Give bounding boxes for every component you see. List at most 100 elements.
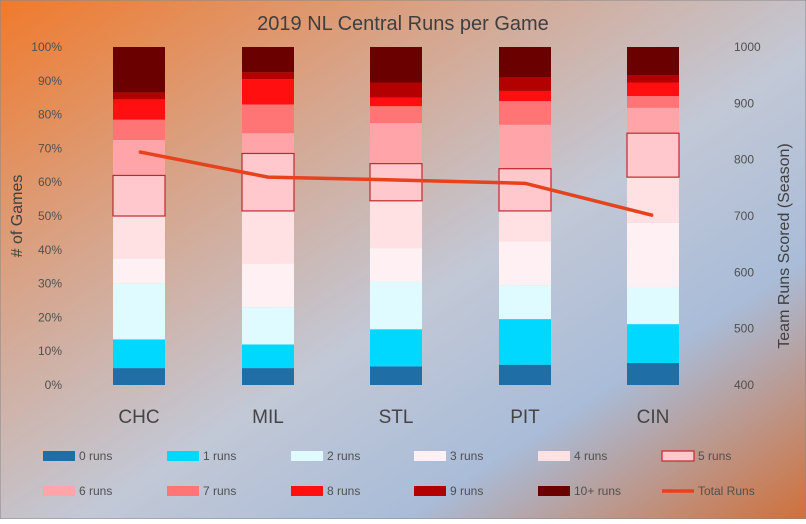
- legend-item: 2 runs: [291, 449, 360, 463]
- x-category-label: CIN: [637, 407, 670, 428]
- bar-segment: [242, 133, 294, 154]
- bar-segment-outline: [112, 174, 166, 217]
- y-tick-label: 30%: [38, 277, 62, 291]
- bar-segment: [627, 133, 679, 178]
- legend-label: 7 runs: [203, 484, 236, 498]
- bar-segment: [242, 307, 294, 345]
- legend-label: 6 runs: [79, 484, 112, 498]
- y-tick-label: 40%: [38, 243, 62, 257]
- bar-segment: [499, 168, 551, 211]
- bar-segment: [499, 285, 551, 320]
- y-tick-label: 0%: [45, 378, 63, 392]
- y2-axis-ticks: 400 500 600 700 800 900 1000: [734, 40, 761, 392]
- bar-segment: [499, 241, 551, 286]
- x-category-label: MIL: [252, 407, 284, 428]
- x-axis-categories: CHC MIL STL PIT CIN: [118, 407, 669, 428]
- bar-segment: [113, 339, 165, 369]
- bar-segment: [370, 200, 422, 249]
- chart-title: 2019 NL Central Runs per Game: [257, 13, 549, 35]
- bar-segment: [370, 97, 422, 107]
- y2-tick-label: 400: [734, 378, 754, 392]
- legend: 0 runs 1 runs 2 runs 3 runs 4 runs 5 runs 6 ru…: [43, 449, 755, 498]
- y-tick-label: 70%: [38, 141, 62, 155]
- y-tick-label: 100%: [31, 40, 62, 54]
- x-category-label: PIT: [510, 407, 540, 428]
- legend-label: 5 runs: [698, 449, 731, 463]
- total-runs-point: [652, 214, 654, 216]
- bar-segment: [499, 77, 551, 91]
- legend-label: 9 runs: [450, 484, 483, 498]
- legend-swatch: [291, 451, 323, 461]
- legend-label: 8 runs: [327, 484, 360, 498]
- y-tick-label: 60%: [38, 175, 62, 189]
- bar-segment: [499, 47, 551, 78]
- bar-segment: [627, 363, 679, 385]
- bar-segment: [499, 124, 551, 169]
- legend-item: Total Runs: [662, 484, 755, 498]
- bar-segment: [627, 222, 679, 287]
- legend-item: 4 runs: [538, 449, 607, 463]
- legend-item: 6 runs: [43, 484, 112, 498]
- bar-segment: [242, 72, 294, 80]
- legend-item: 9 runs: [414, 484, 483, 498]
- legend-swatch: [414, 451, 446, 461]
- total-runs-point: [395, 179, 397, 181]
- bar-segment-outline: [626, 132, 680, 178]
- bar-segment: [113, 139, 165, 176]
- y-tick-label: 90%: [38, 74, 62, 88]
- bar-segment: [113, 92, 165, 100]
- bar-segment: [242, 47, 294, 73]
- legend-label: Total Runs: [698, 484, 755, 498]
- y2-axis-label: Team Runs Scored (Season): [776, 143, 793, 348]
- bar-segment: [113, 283, 165, 340]
- bar-stack-stl: [370, 47, 422, 385]
- legend-item: 10+ runs: [538, 484, 621, 498]
- legend-item: 7 runs: [167, 484, 236, 498]
- y2-tick-label: 900: [734, 96, 754, 110]
- legend-label: 2 runs: [327, 449, 360, 463]
- y-tick-label: 20%: [38, 310, 62, 324]
- bar-segment: [499, 210, 551, 242]
- legend-swatch: [538, 451, 570, 461]
- bar-segment: [499, 101, 551, 125]
- y2-tick-label: 800: [734, 153, 754, 167]
- legend-swatch: [291, 486, 323, 496]
- y2-tick-label: 700: [734, 209, 754, 223]
- y2-tick-label: 1000: [734, 40, 761, 54]
- y-tick-label: 80%: [38, 108, 62, 122]
- bar-segment: [370, 248, 422, 282]
- y2-tick-label: 600: [734, 265, 754, 279]
- bar-segment-outline: [241, 152, 295, 212]
- bar-segment: [113, 368, 165, 385]
- bar-segment: [370, 163, 422, 201]
- bar-segment: [499, 364, 551, 385]
- y-tick-label: 10%: [38, 344, 62, 358]
- bar-segment: [370, 366, 422, 385]
- bar-segment: [627, 96, 679, 108]
- x-category-label: CHC: [118, 407, 159, 428]
- legend-swatch: [167, 451, 199, 461]
- bar-segment: [370, 281, 422, 330]
- bar-segment: [242, 210, 294, 264]
- legend-label: 3 runs: [450, 449, 483, 463]
- bar-segment: [370, 106, 422, 124]
- bar-stack-chc: [113, 47, 165, 385]
- bar-segment: [627, 286, 679, 325]
- bar-segment: [370, 82, 422, 98]
- x-category-label: STL: [379, 407, 414, 428]
- bar-segment: [370, 329, 422, 367]
- bar-segment: [113, 175, 165, 216]
- bar-segment: [370, 47, 422, 83]
- legend-label: 4 runs: [574, 449, 607, 463]
- total-runs-point: [267, 176, 269, 178]
- legend-item: 5 runs: [661, 449, 731, 463]
- bar-segment: [113, 216, 165, 259]
- total-runs-point: [524, 182, 526, 184]
- bar-stack-mil: [242, 47, 294, 385]
- bar-stack-cin: [627, 47, 679, 385]
- y-axis-label: # of Games: [9, 175, 26, 258]
- bar-segment: [627, 324, 679, 364]
- bar-segment: [113, 258, 165, 284]
